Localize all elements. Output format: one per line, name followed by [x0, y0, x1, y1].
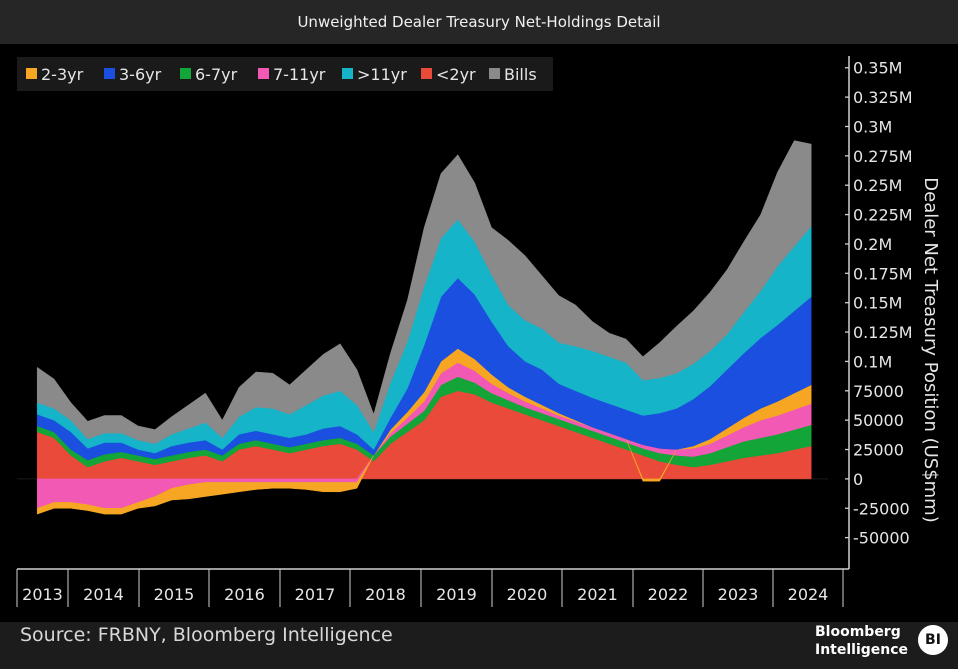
x-tick-label: 2020	[507, 585, 548, 604]
x-tick-label: 2013	[22, 585, 63, 604]
series-area-23yr	[36, 348, 812, 515]
legend-label: >11yr	[357, 65, 407, 84]
y-tick-label: 0.15M	[853, 294, 902, 313]
y-tick-label: 0.3M	[853, 117, 892, 136]
legend: 2-3yr 3-6yr 6-7yr 7-11yr >11yr <2yr Bills	[17, 57, 553, 91]
legend-label: 3-6yr	[119, 65, 162, 84]
y-tick-label: 0.125M	[853, 323, 913, 342]
y-tick-label: 0.275M	[853, 147, 913, 166]
legend-label: Bills	[504, 65, 537, 84]
x-tick-label: 2015	[154, 585, 195, 604]
brand-name-line2: Intelligence	[815, 642, 909, 658]
y-tick-label: 50000	[853, 411, 904, 430]
y-tick-label: 0	[853, 470, 863, 489]
x-tick-label: 2017	[295, 585, 336, 604]
legend-swatch	[489, 68, 500, 79]
legend-swatch	[258, 68, 269, 79]
y-tick-label: -50000	[853, 529, 910, 548]
y-tick-label: 0.35M	[853, 59, 902, 78]
series-layer	[36, 140, 812, 515]
legend-swatch	[104, 68, 115, 79]
y-tick-label: 75000	[853, 382, 904, 401]
page-title: Unweighted Dealer Treasury Net-Holdings …	[297, 13, 661, 31]
x-tick-label: 2014	[83, 585, 124, 604]
y-axis-title: Dealer Net Treasury Position (US$mm)	[920, 177, 941, 522]
source-note: Source: FRBNY, Bloomberg Intelligence	[20, 624, 393, 646]
x-tick-label: 2024	[788, 585, 829, 604]
x-tick-label: 2018	[365, 585, 406, 604]
brand-name-line1: Bloomberg	[815, 624, 901, 640]
x-tick-label: 2023	[718, 585, 759, 604]
legend-swatch	[26, 68, 37, 79]
x-tick-label: 2019	[436, 585, 477, 604]
x-tick-label: 2021	[577, 585, 618, 604]
axes: 0.35M 0.325M 0.3M 0.275M 0.25M 0.225M 0.2M 0.17…	[16, 56, 913, 607]
y-tick-label: 0.225M	[853, 206, 913, 225]
y-tick-label: 25000	[853, 441, 904, 460]
legend-label: 7-11yr	[273, 65, 326, 84]
legend-label: 2-3yr	[41, 65, 84, 84]
y-tick-label: -25000	[853, 499, 910, 518]
legend-label: 6-7yr	[195, 65, 238, 84]
y-tick-label: 0.25M	[853, 176, 902, 195]
y-tick-label: 0.175M	[853, 264, 913, 283]
y-tick-label: 0.2M	[853, 235, 892, 254]
chart: 0.35M 0.325M 0.3M 0.275M 0.25M 0.225M 0.2M 0.17…	[0, 44, 958, 622]
legend-swatch	[421, 68, 432, 79]
series-area-Bills	[36, 140, 812, 444]
y-tick-label: 0.1M	[853, 352, 892, 371]
legend-swatch	[342, 68, 353, 79]
legend-label: <2yr	[436, 65, 476, 84]
x-tick-label: 2022	[648, 585, 689, 604]
title-bar: Unweighted Dealer Treasury Net-Holdings …	[0, 0, 958, 44]
brand-logo: Bloomberg Intelligence BI	[815, 622, 955, 662]
y-tick-label: 0.325M	[853, 88, 913, 107]
x-tick-label: 2016	[224, 585, 265, 604]
legend-swatch	[180, 68, 191, 79]
brand-badge: BI	[918, 625, 948, 655]
